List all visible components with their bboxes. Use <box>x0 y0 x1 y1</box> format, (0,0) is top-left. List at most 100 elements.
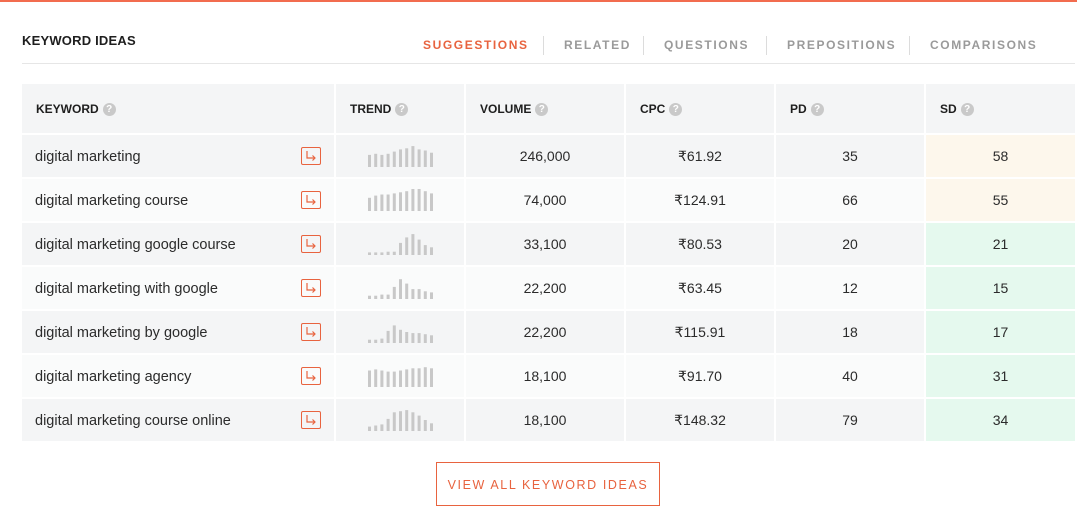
open-keyword-button[interactable] <box>301 279 321 297</box>
keyword-text[interactable]: digital marketing course <box>35 192 189 209</box>
tab-comparisons[interactable]: COMPARISONS <box>930 38 1038 52</box>
sd-cell: 21 <box>925 222 1075 267</box>
trend-bar <box>392 193 396 211</box>
column-header-keyword[interactable]: KEYWORD? <box>22 84 336 135</box>
column-header-pd[interactable]: PD? <box>775 84 926 135</box>
column-header-sd[interactable]: SD? <box>925 84 1075 135</box>
arrow-right-icon <box>306 415 316 425</box>
tab-questions[interactable]: QUESTIONS <box>664 38 750 52</box>
trend-bar <box>429 423 433 431</box>
tab-prepositions[interactable]: PREPOSITIONS <box>787 38 897 52</box>
volume-cell: 74,000 <box>465 178 626 223</box>
column-header-label: KEYWORD <box>36 101 99 116</box>
keyword-text[interactable]: digital marketing google course <box>35 236 236 253</box>
trend-bar <box>423 291 427 299</box>
column-header-label: PD <box>790 101 807 116</box>
trend-sparkline <box>367 146 433 167</box>
tab-divider <box>643 36 644 55</box>
trend-sparkline <box>367 367 433 387</box>
cpc-cell: ₹115.91 <box>625 310 776 355</box>
open-keyword-button[interactable] <box>301 191 321 209</box>
table-row: digital marketing google course 33,100 ₹80… <box>22 222 1075 267</box>
help-icon[interactable]: ? <box>960 102 974 116</box>
arrow-right-icon <box>306 283 316 293</box>
trend-bar <box>417 289 421 299</box>
trend-bar <box>392 251 396 255</box>
trend-sparkline <box>367 325 433 343</box>
keyword-cell: digital marketing with google <box>22 266 336 311</box>
trend-bar <box>398 411 402 431</box>
keyword-text[interactable]: digital marketing agency <box>35 368 192 385</box>
open-keyword-button[interactable] <box>301 323 321 341</box>
column-header-trend[interactable]: TREND? <box>335 84 466 135</box>
trend-bar <box>423 150 427 167</box>
open-keyword-button[interactable] <box>301 147 321 165</box>
help-icon[interactable]: ? <box>535 102 549 116</box>
trend-bar <box>373 295 377 299</box>
keyword-text[interactable]: digital marketing <box>35 148 141 165</box>
trend-cell <box>335 310 466 355</box>
open-keyword-button[interactable] <box>301 367 321 385</box>
trend-cell <box>335 222 466 267</box>
arrow-right-icon <box>306 239 316 249</box>
trend-bar <box>373 339 377 343</box>
trend-bar <box>367 252 371 255</box>
trend-bar <box>429 368 433 387</box>
trend-bar <box>417 189 421 211</box>
tab-divider <box>543 36 544 55</box>
keyword-cell: digital marketing course online <box>22 398 336 443</box>
help-icon[interactable]: ? <box>102 102 116 116</box>
tab-suggestions[interactable]: SUGGESTIONS <box>423 38 529 52</box>
cpc-cell: ₹63.45 <box>625 266 776 311</box>
keyword-text[interactable]: digital marketing course online <box>35 412 231 429</box>
trend-bar <box>417 333 421 343</box>
arrow-right-icon <box>306 195 316 205</box>
tab-related[interactable]: RELATED <box>564 38 631 52</box>
column-header-label: VOLUME <box>480 101 532 116</box>
view-all-keyword-ideas-button[interactable]: VIEW ALL KEYWORD IDEAS <box>436 462 660 506</box>
table-header-row: KEYWORD? TREND? VOLUME? CPC? PD? SD? <box>22 84 1075 135</box>
trend-cell <box>335 134 466 179</box>
pd-cell: 79 <box>775 398 926 443</box>
trend-bar <box>410 368 414 387</box>
trend-bar <box>404 283 408 299</box>
keyword-text[interactable]: digital marketing by google <box>35 324 208 341</box>
trend-bar <box>398 279 402 299</box>
keyword-text[interactable]: digital marketing with google <box>35 280 218 297</box>
trend-bar <box>392 371 396 387</box>
column-header-volume[interactable]: VOLUME? <box>465 84 626 135</box>
open-keyword-button[interactable] <box>301 235 321 253</box>
sd-cell: 34 <box>925 398 1075 443</box>
trend-bar <box>417 149 421 167</box>
help-icon[interactable]: ? <box>395 102 409 116</box>
table-row: digital marketing 246,000 ₹61.92 35 58 <box>22 134 1075 179</box>
volume-cell: 18,100 <box>465 354 626 399</box>
table-row: digital marketing by google 22,200 ₹115.91… <box>22 310 1075 355</box>
volume-cell: 22,200 <box>465 310 626 355</box>
tab-divider <box>766 36 767 55</box>
sd-cell: 55 <box>925 178 1075 223</box>
sd-cell: 17 <box>925 310 1075 355</box>
pd-cell: 35 <box>775 134 926 179</box>
trend-bar <box>379 252 383 255</box>
volume-cell: 22,200 <box>465 266 626 311</box>
trend-bar <box>379 294 383 299</box>
trend-bar <box>386 194 390 211</box>
trend-bar <box>379 338 383 343</box>
trend-bar <box>398 242 402 255</box>
trend-bar <box>429 292 433 299</box>
help-icon[interactable]: ? <box>810 102 824 116</box>
help-icon[interactable]: ? <box>669 102 683 116</box>
trend-bar <box>367 295 371 299</box>
trend-bar <box>379 424 383 431</box>
trend-bar <box>392 151 396 167</box>
table-row: digital marketing course 74,000 ₹124.91 66 5… <box>22 178 1075 223</box>
keyword-cell: digital marketing course <box>22 178 336 223</box>
trend-bar <box>386 371 390 387</box>
volume-cell: 246,000 <box>465 134 626 179</box>
arrow-right-icon <box>306 327 316 337</box>
open-keyword-button[interactable] <box>301 411 321 429</box>
column-header-label: SD <box>940 101 957 116</box>
pd-cell: 66 <box>775 178 926 223</box>
column-header-cpc[interactable]: CPC? <box>625 84 776 135</box>
